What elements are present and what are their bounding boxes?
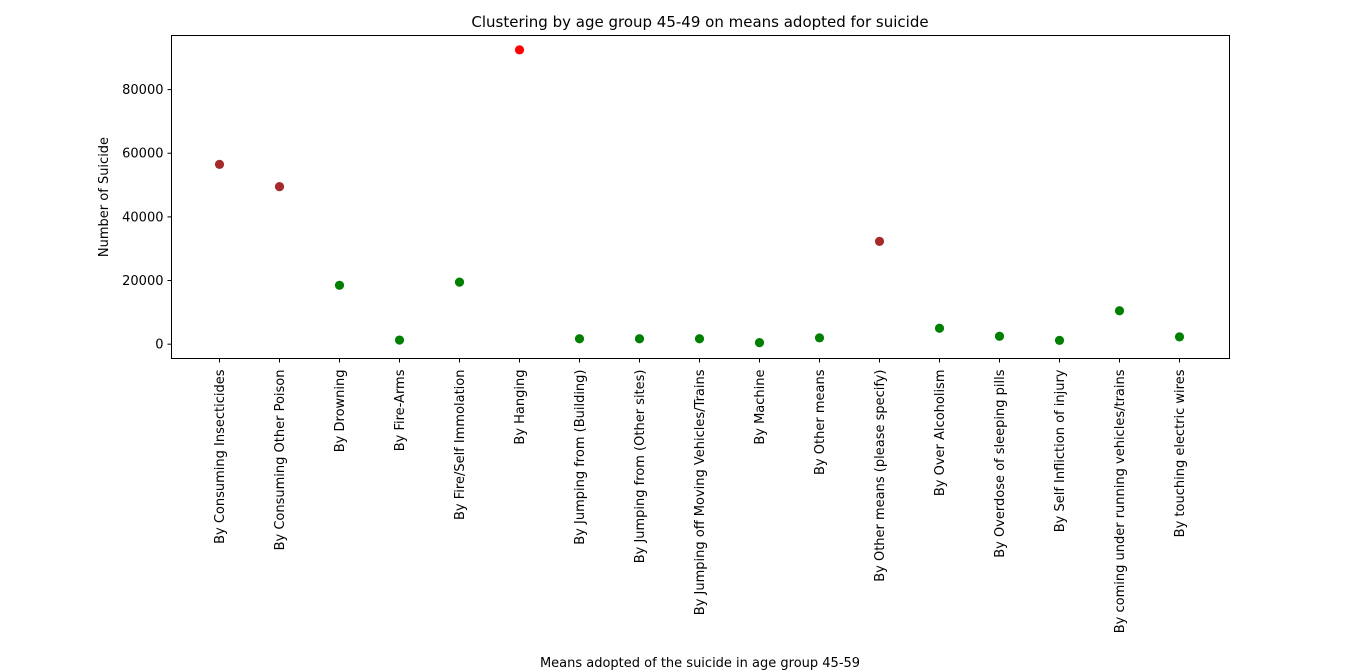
x-tick-label: By Other means (813, 369, 828, 475)
y-tick-label: 80000 (122, 83, 163, 98)
x-tick-label: By touching electric wires (1173, 369, 1188, 537)
data-point (394, 335, 405, 345)
y-tick-label: 60000 (122, 147, 163, 162)
data-point (634, 334, 645, 344)
data-point (754, 337, 765, 348)
y-tick-label: 40000 (122, 210, 163, 225)
x-tick-label: By Jumping from (Other sites) (633, 370, 648, 564)
data-point (814, 333, 825, 343)
data-point (1174, 332, 1185, 342)
x-tick-label: By Over Alcoholism (933, 370, 948, 497)
data-point (214, 159, 225, 169)
data-point (454, 277, 465, 287)
x-tick-label: By Other means (please specify) (873, 370, 888, 582)
x-tick-label: By Self Infliction of injury (1053, 369, 1068, 532)
x-tick-label: By Drowning (333, 370, 348, 453)
x-tick-label: By Jumping from (Building) (573, 370, 588, 545)
data-points (214, 45, 1185, 348)
x-tick-label: By coming under running vehicles/trains (1113, 369, 1128, 633)
data-point (334, 280, 345, 290)
x-axis-label: Means adopted of the suicide in age grou… (540, 656, 860, 671)
x-tick-label: By Fire-Arms (393, 369, 408, 451)
x-tick-label: By Jumping off Moving Vehicles/Trains (693, 369, 708, 615)
x-tick-label: By Hanging (513, 370, 528, 445)
y-axis-label: Number of Suicide (97, 137, 112, 257)
x-tick-label: By Fire/Self Immolation (453, 370, 468, 521)
x-tick-label: By Overdose of sleeping pills (993, 369, 1008, 558)
x-tick-label: By Consuming Insecticides (213, 369, 228, 544)
data-point (694, 334, 705, 344)
data-point (1114, 306, 1125, 316)
y-tick-label: 0 (155, 338, 163, 353)
plot-area (171, 35, 1230, 359)
data-point (934, 323, 945, 333)
chart-title: Clustering by age group 45-49 on means a… (471, 13, 928, 31)
data-point (994, 331, 1005, 341)
x-tick-label: By Machine (753, 370, 768, 445)
data-point (574, 334, 585, 344)
x-axis: By Consuming Insecticides By Consuming Ot… (213, 358, 1188, 633)
y-axis: 0 20000 40000 60000 80000 (122, 83, 172, 353)
x-tick-label: By Consuming Other Poison (273, 370, 288, 551)
data-point (1054, 335, 1065, 345)
y-tick-label: 20000 (122, 274, 163, 289)
data-point (514, 45, 525, 55)
data-point (274, 182, 285, 192)
data-point (874, 236, 885, 246)
